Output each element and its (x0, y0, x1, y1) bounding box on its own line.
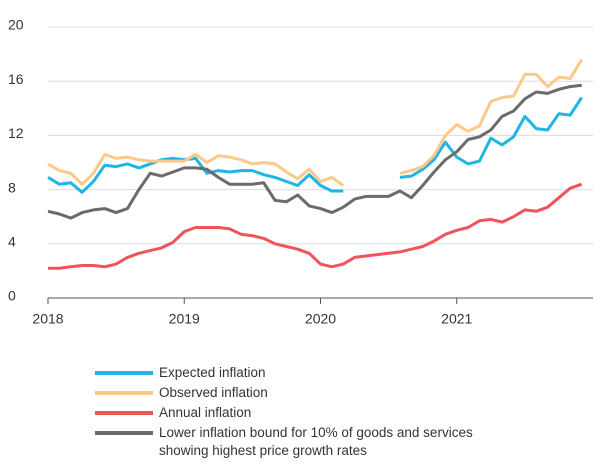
series-line (399, 58, 583, 175)
legend-label: Expected inflation (159, 365, 266, 380)
series-line (47, 156, 344, 194)
legend-item: Expected inflation (95, 364, 525, 382)
series-line (47, 83, 582, 220)
x-tick-label: 2020 (305, 311, 336, 327)
y-tick-label: 12 (8, 125, 24, 141)
legend-swatch (95, 391, 153, 395)
chart: 0 4 8 12 16 20 2018 2019 2020 2021 (8, 17, 593, 327)
legend-label: Observed inflation (159, 385, 268, 400)
x-tick-label: 2018 (32, 311, 63, 327)
legend: Expected inflation Observed inflation Annu… (95, 364, 525, 462)
series-line (47, 152, 345, 187)
legend-label: Annual inflation (159, 405, 252, 420)
y-tick-label: 16 (8, 71, 24, 87)
legend-swatch (95, 431, 153, 435)
legend-item: Lower inflation bound for 10% of goods a… (95, 424, 525, 460)
x-tick-label: 2021 (441, 311, 472, 327)
series-line (399, 96, 583, 179)
legend-label: Lower inflation bound for 10% of goods a… (159, 425, 473, 458)
legend-swatch (95, 371, 153, 375)
y-tick-label: 0 (8, 288, 16, 304)
y-tick-label: 8 (8, 179, 16, 195)
legend-item: Annual inflation (95, 404, 525, 422)
legend-item: Observed inflation (95, 384, 525, 402)
y-tick-label: 4 (8, 234, 16, 250)
x-tick-label: 2019 (169, 311, 200, 327)
legend-swatch (95, 411, 153, 415)
y-tick-label: 20 (8, 17, 24, 33)
series-line (48, 182, 583, 270)
